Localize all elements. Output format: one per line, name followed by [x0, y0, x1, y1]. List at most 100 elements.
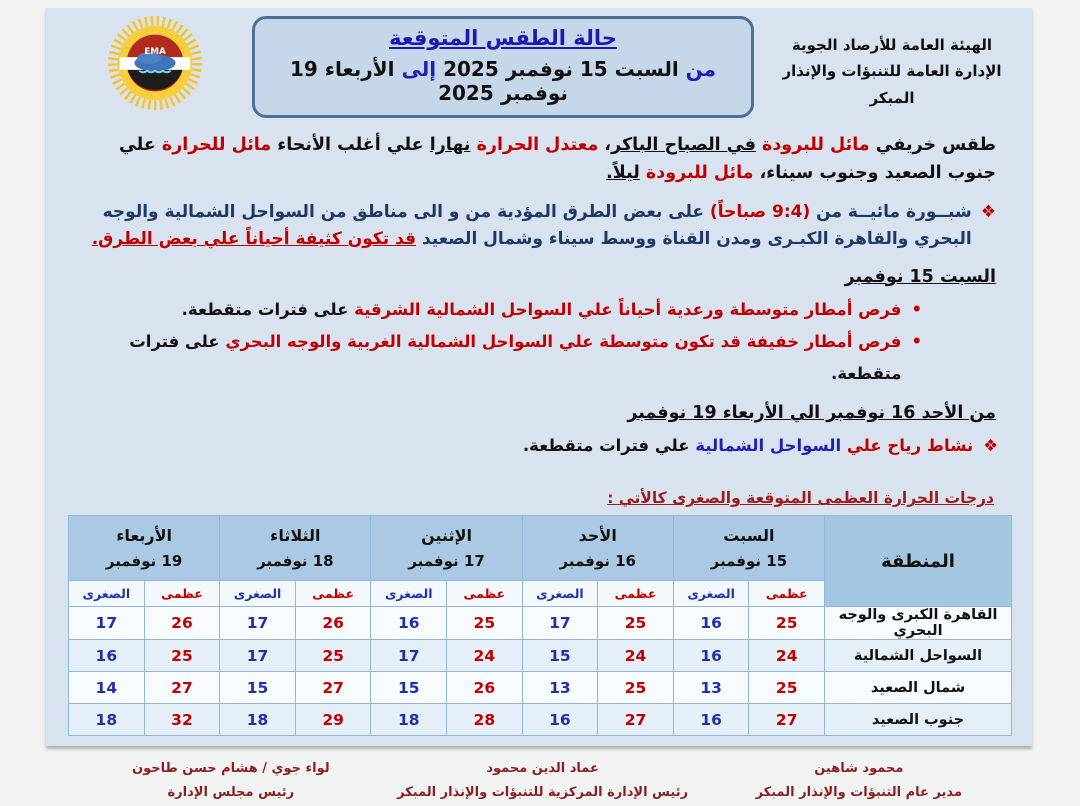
bullet-text: فرص أمطار خفيفة قد تكون متوسطة علي السوا…	[66, 326, 901, 390]
day-date: 16 نوفمبر	[559, 552, 636, 571]
max-temp-cell: 25	[294, 639, 372, 673]
max-temp-cell: 25	[597, 606, 674, 641]
text-segment: على فترات متقطعة.	[181, 299, 349, 319]
max-temp-cell: 32	[143, 703, 221, 737]
min-subheader: الصغرى	[672, 580, 750, 608]
min-temp-cell: 16	[672, 639, 750, 673]
text-segment: قد تكون كثيفة أحياناً علي بعض الطرق.	[91, 229, 417, 250]
day-date: 15 نوفمبر	[710, 552, 788, 571]
day-column-header: الأربعاء 19 نوفمبر	[67, 515, 221, 582]
min-temp-cell: 18	[219, 703, 296, 737]
day-date: 19 نوفمبر	[105, 552, 183, 571]
signature-director-general: محمود شاهين مدير عام التنبؤات والإنذار ا…	[756, 757, 962, 805]
min-temp-cell: 15	[370, 671, 448, 705]
signature-title: رئيس مجلس الإدارة	[167, 785, 295, 801]
signature-title: رئيس الإدارة المركزية للتنبؤات والإنذار …	[397, 785, 689, 801]
temperatures-table-head: المنطقة السبت 15 نوفمبر الأحد 16 نوفمبر الإثن…	[67, 515, 1012, 608]
max-temp-cell: 25	[143, 639, 221, 673]
text-segment: ليلاً.	[606, 163, 640, 184]
table-row: القاهرة الكبرى والوجه البحري 25 16 25 17 25 16…	[68, 606, 1012, 641]
region-cell: شمال الصعيد	[824, 671, 1012, 705]
min-temp-cell: 18	[370, 703, 448, 737]
max-temp-cell: 24	[748, 639, 825, 673]
max-temp-cell: 26	[143, 606, 221, 641]
region-cell: السواحل الشمالية	[824, 639, 1012, 673]
table-row: شمال الصعيد 25 13 25 13 26 15 27 15 27 14	[68, 671, 1012, 705]
sunburst-emblem-icon: EMA	[107, 15, 203, 111]
text-segment: على فترات متقطعة.	[129, 331, 902, 384]
min-temp-cell: 16	[521, 703, 599, 737]
text-segment: مائل للحرارة	[155, 135, 272, 155]
bullet-item: • فرص أمطار متوسطة ورعدية أحياناً علي الس…	[66, 294, 1018, 326]
signature-name: لواء جوي / هشام حسن طاحون	[132, 761, 330, 777]
max-temp-cell: 25	[446, 606, 523, 641]
min-temp-cell: 13	[672, 671, 750, 705]
max-subheader: عظمى	[294, 580, 372, 608]
day-name: الإثنين	[421, 526, 472, 546]
week-section-heading: من الأحد 16 نوفمبر الي الأربعاء 19 نوفمب…	[627, 403, 996, 424]
max-temp-cell: 27	[748, 703, 825, 737]
min-temp-cell: 15	[521, 639, 599, 673]
min-temp-cell: 15	[219, 671, 296, 705]
signature-title: مدير عام التنبؤات والإنذار المبكر	[755, 785, 962, 801]
text-segment: علي فترات متقطعة.	[522, 436, 690, 456]
bullet-text: نشاط رياح علي السواحل الشمالية علي فترات…	[523, 430, 973, 462]
min-temp-cell: 17	[370, 639, 448, 673]
max-temp-cell: 27	[143, 671, 221, 705]
page-title: حالة الطقس المتوقعة	[389, 26, 617, 50]
max-temp-cell: 29	[294, 703, 372, 737]
min-temp-cell: 16	[68, 639, 145, 673]
weather-bulletin-page: { "colors":{"accent_red":"#C00000","navy…	[46, 8, 1032, 801]
temperatures-table-heading: درجات الحرارة العظمى المتوقعة والصغرى كا…	[607, 489, 994, 508]
min-subheader: الصغرى	[68, 580, 145, 608]
agency-logo: EMA	[66, 12, 244, 112]
agency-name-block: الهيئة العامة للأرصاد الجوية الإدارة الع…	[766, 12, 1018, 111]
min-temp-cell: 17	[219, 639, 296, 673]
day-column-header: الأحد 16 نوفمبر	[521, 515, 674, 582]
saturday-section-heading: السبت 15 نوفمبر	[844, 266, 996, 287]
table-row: جنوب الصعيد 27 16 27 16 28 18 29 18 32 18	[68, 703, 1012, 737]
text-segment: الأربعاء 19 نوفمبر 2025	[289, 57, 568, 105]
max-temp-cell: 24	[597, 639, 674, 673]
text-segment: ،	[598, 135, 612, 155]
text-segment: السبت 15 نوفمبر 2025	[436, 57, 679, 81]
min-temp-cell: 18	[68, 703, 145, 737]
max-temp-cell: 27	[294, 671, 372, 705]
date-range: من السبت 15 نوفمبر 2025 إلى الأربعاء 19 …	[263, 57, 743, 105]
text-segment: إلى	[394, 57, 437, 81]
min-temp-cell: 17	[68, 606, 145, 641]
min-temp-cell: 16	[672, 606, 750, 641]
min-temp-cell: 17	[219, 606, 296, 641]
day-name: الأحد	[578, 526, 617, 546]
max-subheader: عظمى	[748, 580, 825, 608]
min-temp-cell: 17	[521, 606, 599, 641]
bulletin-document: الهيئة العامة للأرصاد الجوية الإدارة الع…	[46, 8, 1032, 800]
text-segment: فرص أمطار خفيفة قد تكون متوسطة علي السوا…	[219, 331, 902, 351]
day-name: الأربعاء	[116, 526, 173, 546]
text-segment: من	[678, 57, 717, 81]
text-segment: نشاط رياح علي	[841, 436, 974, 456]
dot-bullet-icon: •	[911, 331, 922, 351]
bullet-text: فرص أمطار متوسطة ورعدية أحياناً علي السو…	[182, 294, 902, 326]
text-segment: شبــورة مائيــة من	[810, 201, 972, 222]
day-column-header: الثلاثاء 18 نوفمبر	[219, 515, 372, 582]
day-name: السبت	[723, 526, 775, 546]
max-temp-cell: 25	[748, 671, 825, 705]
max-subheader: عظمى	[597, 580, 674, 608]
min-subheader: الصغرى	[219, 580, 296, 608]
day-column-header: السبت 15 نوفمبر	[672, 515, 826, 582]
signatures-footer: محمود شاهين مدير عام التنبؤات والإنذار ا…	[132, 757, 962, 805]
min-subheader: الصغرى	[521, 580, 599, 608]
max-temp-cell: 24	[446, 639, 523, 673]
max-temp-cell: 26	[446, 671, 523, 705]
max-temp-cell: 28	[446, 703, 523, 737]
bullet-item: • فرص أمطار خفيفة قد تكون متوسطة علي السو…	[66, 326, 1018, 390]
region-column-header: المنطقة	[824, 515, 1012, 608]
temperatures-table-body: القاهرة الكبرى والوجه البحري 25 16 25 17 25 16…	[68, 606, 1012, 737]
text-segment: علي جنوب الصعيد وجنوب سيناء،	[118, 135, 996, 184]
bullet-item: ❖ نشاط رياح علي السواحل الشمالية علي فترا…	[66, 430, 1018, 462]
signature-name: محمود شاهين	[814, 761, 904, 777]
saturday-bullet-list: • فرص أمطار متوسطة ورعدية أحياناً علي الس…	[66, 294, 1018, 391]
temperatures-table: المنطقة السبت 15 نوفمبر الأحد 16 نوفمبر الإثن…	[67, 515, 1012, 737]
agency-line1: الهيئة العامة للأرصاد الجوية	[791, 36, 993, 54]
